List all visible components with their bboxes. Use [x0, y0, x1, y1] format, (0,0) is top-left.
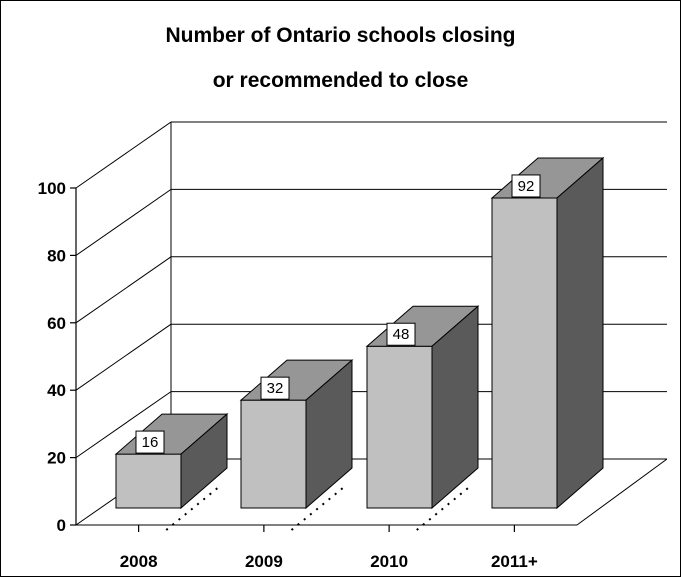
data-label-box	[386, 322, 416, 346]
x-tick-label: 2010	[370, 552, 408, 571]
bar-front-2010	[366, 345, 433, 509]
data-label: 92	[518, 178, 535, 195]
data-label: 32	[267, 380, 284, 397]
bar-front-2009	[240, 399, 307, 509]
gridline-side	[75, 391, 172, 459]
data-label-box	[260, 376, 290, 400]
y-axis	[70, 187, 515, 532]
x-tick-label: 2009	[245, 552, 283, 571]
y-tick-label: 40	[47, 381, 66, 400]
y-tick-label: 60	[47, 314, 66, 333]
x-tick-label: 2011+	[491, 552, 538, 571]
bar-side-2009	[305, 359, 353, 510]
data-label-box	[511, 174, 541, 198]
bars	[114, 156, 605, 510]
bar-front-2008	[115, 453, 182, 509]
y-tick-label: 20	[47, 449, 66, 468]
bar-side-2008	[180, 412, 228, 510]
gridline-side	[75, 256, 172, 324]
chart-title-line-2: or recommended to close	[212, 69, 469, 92]
gridline-side	[75, 323, 172, 391]
y-tick-label: 100	[38, 179, 66, 198]
data-label-box	[135, 430, 165, 454]
y-tick-label: 0	[57, 516, 66, 535]
gridline-side	[75, 188, 172, 256]
data-label: 16	[142, 434, 159, 451]
y-tick-labels: 0 20 40 60 80 100	[38, 179, 66, 535]
x-tick-labels: 2008 2009 2010 2011+	[120, 552, 538, 571]
bar-side-2010	[431, 305, 479, 510]
y-tick-label: 80	[47, 246, 66, 265]
bar-front-2011+	[491, 197, 558, 509]
data-label: 48	[393, 326, 410, 343]
floor-right-edge	[576, 458, 668, 526]
x-tick-label: 2008	[120, 552, 158, 571]
data-labels: 16 32 48 92	[135, 174, 541, 454]
gridline-side	[75, 121, 172, 189]
bar-side-2011+	[556, 156, 604, 510]
chart-title-line-1: Number of Ontario schools closing	[165, 24, 516, 47]
